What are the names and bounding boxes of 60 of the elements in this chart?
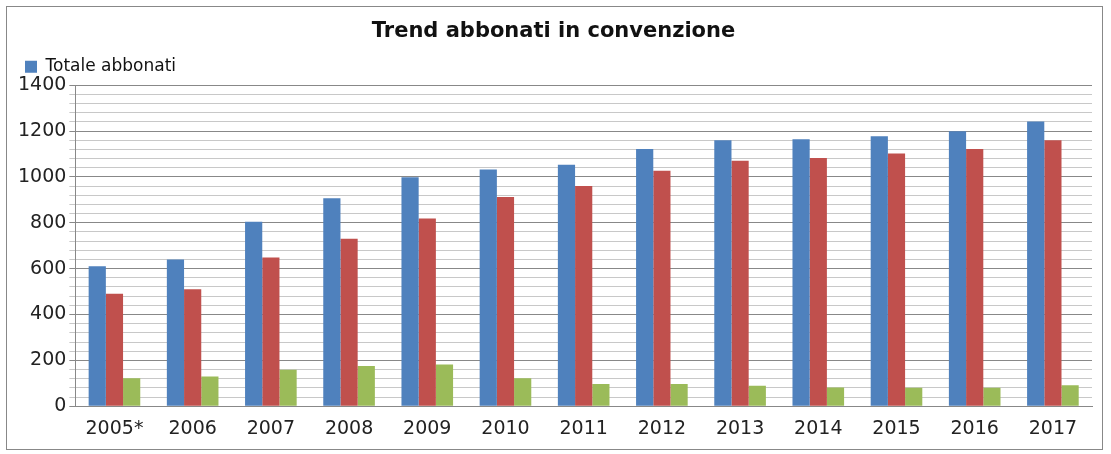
y-tick-label: 200 xyxy=(30,347,67,370)
bar xyxy=(653,170,671,406)
bar xyxy=(166,259,185,406)
bar xyxy=(670,383,688,406)
x-tick-label: 2011 xyxy=(559,415,608,438)
bar xyxy=(418,218,436,406)
bar xyxy=(983,387,1001,406)
y-tick-label: 1000 xyxy=(17,163,67,186)
chart-title: Trend abbonati in convenzione xyxy=(371,18,736,43)
x-tick-label: 2012 xyxy=(637,415,687,438)
x-tick-label: 2005* xyxy=(85,415,144,438)
bar xyxy=(1061,385,1079,406)
bar xyxy=(870,136,888,406)
bar xyxy=(123,378,141,406)
x-tick-label: 2008 xyxy=(324,415,374,438)
bar xyxy=(201,376,219,406)
bar xyxy=(636,148,654,406)
bar xyxy=(1044,140,1062,406)
bar xyxy=(966,148,984,406)
bar xyxy=(887,153,906,406)
y-tick-label: 1200 xyxy=(17,117,67,140)
bar xyxy=(323,198,341,406)
bar xyxy=(826,387,845,406)
x-tick-label: 2017 xyxy=(1028,415,1078,438)
x-tick-label: 2009 xyxy=(403,415,452,438)
bar xyxy=(731,160,749,406)
bar xyxy=(105,293,124,406)
bar xyxy=(401,177,419,406)
x-tick-label: 2013 xyxy=(715,415,765,438)
bar xyxy=(809,158,827,406)
bar xyxy=(592,383,610,406)
y-tick-label: 400 xyxy=(30,301,67,324)
bar xyxy=(1027,121,1045,406)
bar xyxy=(245,221,263,406)
bar xyxy=(88,266,106,406)
bar xyxy=(279,369,297,406)
bar xyxy=(792,139,810,406)
bar xyxy=(948,131,967,406)
bar xyxy=(496,197,515,406)
bar xyxy=(575,186,593,406)
bar xyxy=(557,164,576,406)
y-tick-label: 600 xyxy=(30,255,67,278)
x-tick-label: 2015 xyxy=(872,415,921,438)
bar xyxy=(514,378,532,406)
bar xyxy=(905,387,923,406)
bar xyxy=(748,385,766,406)
bar xyxy=(340,238,358,406)
x-tick-label: 2006 xyxy=(168,415,217,438)
x-tick-label: 2007 xyxy=(246,415,296,438)
bar xyxy=(262,257,280,406)
bar xyxy=(435,364,454,406)
bar xyxy=(479,169,497,406)
bar xyxy=(714,140,732,406)
y-tick-label: 0 xyxy=(54,393,67,416)
x-tick-label: 2014 xyxy=(794,415,843,438)
bar xyxy=(357,366,375,406)
x-tick-label: 2016 xyxy=(950,415,999,438)
bar xyxy=(184,289,202,406)
x-tick-label: 2010 xyxy=(481,415,530,438)
y-tick-label: 800 xyxy=(30,209,67,232)
